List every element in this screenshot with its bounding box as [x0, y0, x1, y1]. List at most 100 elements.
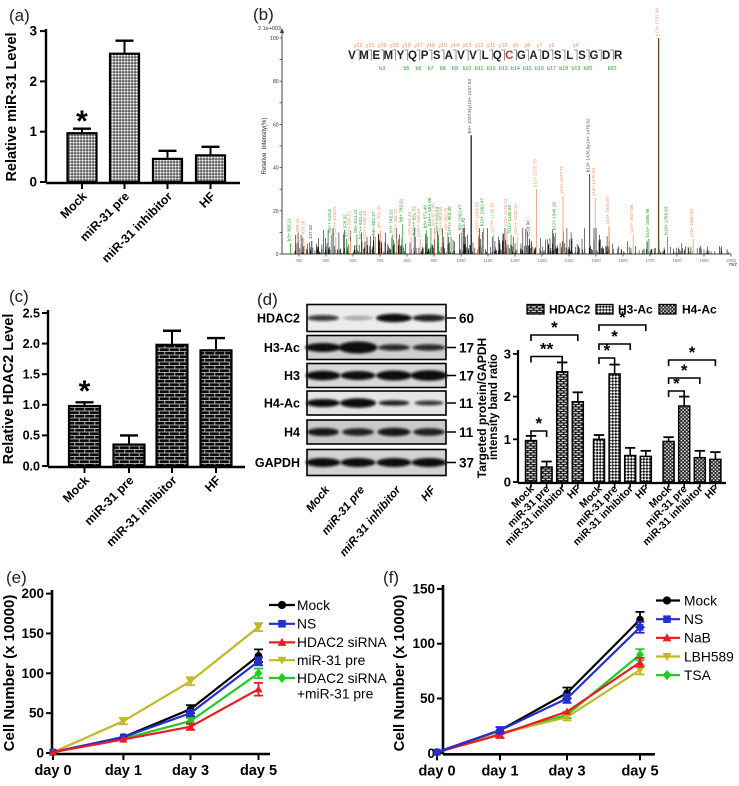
- svg-text:day 0: day 0: [418, 763, 455, 779]
- svg-text:y22+ 1170.21: y22+ 1170.21: [503, 198, 508, 226]
- svg-text:y15++ 848.44: y15++ 848.44: [416, 208, 421, 237]
- svg-text:Mock: Mock: [60, 473, 92, 505]
- svg-text:1600: 1600: [618, 258, 628, 263]
- svg-text:37: 37: [459, 455, 474, 470]
- svg-text:*: *: [76, 105, 88, 138]
- svg-text:0: 0: [29, 175, 37, 190]
- svg-text:(c): (c): [9, 287, 29, 306]
- svg-text:1100: 1100: [483, 258, 493, 263]
- svg-text:y5+ 576.32: y5+ 576.32: [343, 214, 348, 237]
- svg-text:y16++ 903.45: y16++ 903.45: [438, 206, 443, 235]
- svg-text:*: *: [551, 318, 558, 337]
- svg-text:E: E: [372, 50, 380, 62]
- svg-text:b15+ 1695.98: b15+ 1695.98: [645, 208, 650, 237]
- svg-text:80: 80: [273, 79, 279, 85]
- svg-text:A: A: [529, 50, 537, 62]
- svg-text:1700: 1700: [645, 258, 655, 263]
- svg-text:b22: b22: [608, 66, 617, 72]
- svg-text:day 0: day 0: [34, 763, 71, 779]
- svg-text:1013.70: 1013.70: [461, 218, 466, 235]
- svg-text:Mock: Mock: [684, 593, 717, 608]
- svg-text:0.5: 0.5: [23, 429, 40, 443]
- svg-text:*: *: [689, 343, 696, 362]
- svg-text:b8+ 782.51: b8+ 782.51: [398, 198, 403, 222]
- svg-text:447.30: 447.30: [308, 225, 313, 239]
- svg-text:b9: b9: [452, 66, 458, 72]
- svg-text:100: 100: [412, 636, 435, 651]
- svg-text:b14: b14: [511, 66, 520, 72]
- svg-text:Mock: Mock: [297, 598, 330, 613]
- svg-text:b12++ 633.41: b12++ 633.41: [358, 210, 363, 239]
- svg-text:b12: b12: [487, 66, 496, 72]
- svg-text:Q: Q: [493, 50, 502, 62]
- svg-text:b17++ 963.45: b17++ 963.45: [447, 206, 452, 235]
- svg-text:b16+ 1765.03: b16+ 1765.03: [664, 206, 669, 235]
- svg-text:3: 3: [29, 24, 37, 39]
- svg-text:S: S: [433, 50, 441, 62]
- svg-text:NS: NS: [297, 617, 316, 632]
- svg-text:day 5: day 5: [240, 763, 277, 779]
- svg-text:700: 700: [377, 258, 385, 263]
- svg-text:17: 17: [459, 340, 474, 355]
- svg-text:b17: b17: [547, 66, 556, 72]
- svg-text:Mock: Mock: [304, 484, 332, 515]
- svg-text:H4-Ac: H4-Ac: [682, 303, 717, 317]
- svg-text:NS: NS: [684, 612, 703, 627]
- svg-text:intensity band ratio: intensity band ratio: [488, 354, 500, 460]
- svg-text:20: 20: [273, 209, 279, 215]
- svg-text:y22: y22: [354, 43, 363, 49]
- svg-text:HF: HF: [197, 189, 219, 211]
- svg-text:NaB: NaB: [684, 631, 711, 646]
- svg-text:*: *: [603, 341, 610, 360]
- svg-text:day 1: day 1: [105, 763, 142, 779]
- svg-text:b10+ 1082.47: b10+ 1082.47: [479, 197, 484, 226]
- svg-text:1.0: 1.0: [23, 398, 40, 412]
- svg-text:b18: b18: [559, 66, 568, 72]
- svg-text:HDAC2: HDAC2: [549, 303, 591, 317]
- svg-text:y8: y8: [525, 43, 531, 49]
- svg-text:1000: 1000: [456, 258, 466, 263]
- svg-text:y9+ 950.76: y9+ 950.76: [444, 207, 449, 230]
- svg-text:b15: b15: [523, 66, 532, 72]
- svg-text:y18: y18: [402, 43, 411, 49]
- svg-text:b7+ 745.51: b7+ 745.51: [388, 209, 393, 233]
- svg-text:D: D: [541, 50, 549, 62]
- svg-text:b12+ 1349.10: b12+ 1349.10: [551, 202, 556, 231]
- svg-text:2.5: 2.5: [23, 306, 40, 320]
- svg-text:y4: y4: [573, 43, 579, 49]
- svg-text:G: G: [517, 50, 526, 62]
- svg-text:(b): (b): [253, 5, 274, 24]
- svg-text:y21: y21: [366, 43, 375, 49]
- svg-text:y12+ 1279.79: y12+ 1279.79: [533, 159, 538, 187]
- svg-text:C: C: [505, 50, 513, 62]
- svg-text:M: M: [359, 50, 369, 62]
- svg-text:LBH589: LBH589: [684, 649, 734, 664]
- svg-text:2: 2: [504, 389, 511, 404]
- svg-text:0: 0: [36, 746, 44, 761]
- svg-text:100: 100: [21, 666, 44, 681]
- svg-text:y17+ 1731.99: y17+ 1731.99: [655, 8, 660, 36]
- svg-text:y10++ 519.31: y10++ 519.31: [332, 206, 337, 235]
- svg-text:b3+ 368.21: b3+ 368.21: [286, 218, 291, 242]
- svg-text:y11++ 590.52: y11++ 590.52: [346, 211, 351, 239]
- svg-text:+miR-31 pre: +miR-31 pre: [297, 687, 374, 702]
- svg-text:V: V: [348, 50, 356, 62]
- svg-text:b13: b13: [499, 66, 508, 72]
- svg-text:3: 3: [504, 346, 511, 361]
- svg-text:1500: 1500: [591, 258, 601, 263]
- svg-text:HF: HF: [419, 483, 439, 503]
- svg-text:y12: y12: [475, 43, 484, 49]
- svg-text:150: 150: [412, 581, 435, 596]
- svg-text:Y: Y: [397, 50, 405, 62]
- svg-text:H4-Ac: H4-Ac: [264, 397, 300, 411]
- svg-text:A: A: [445, 50, 453, 62]
- svg-text:1300: 1300: [537, 258, 547, 263]
- svg-text:b9+ 1037.6(y)10+ 1037.63: b9+ 1037.6(y)10+ 1037.63: [467, 79, 472, 134]
- svg-text:b6+ 682.47: b6+ 682.47: [371, 211, 376, 235]
- svg-text:1800: 1800: [672, 258, 682, 263]
- svg-text:y7: y7: [537, 43, 543, 49]
- svg-text:50: 50: [29, 706, 44, 721]
- svg-text:400: 400: [296, 258, 304, 263]
- svg-text:y22++ 1208.15: y22++ 1208.15: [513, 204, 518, 235]
- svg-text:b5: b5: [403, 66, 409, 72]
